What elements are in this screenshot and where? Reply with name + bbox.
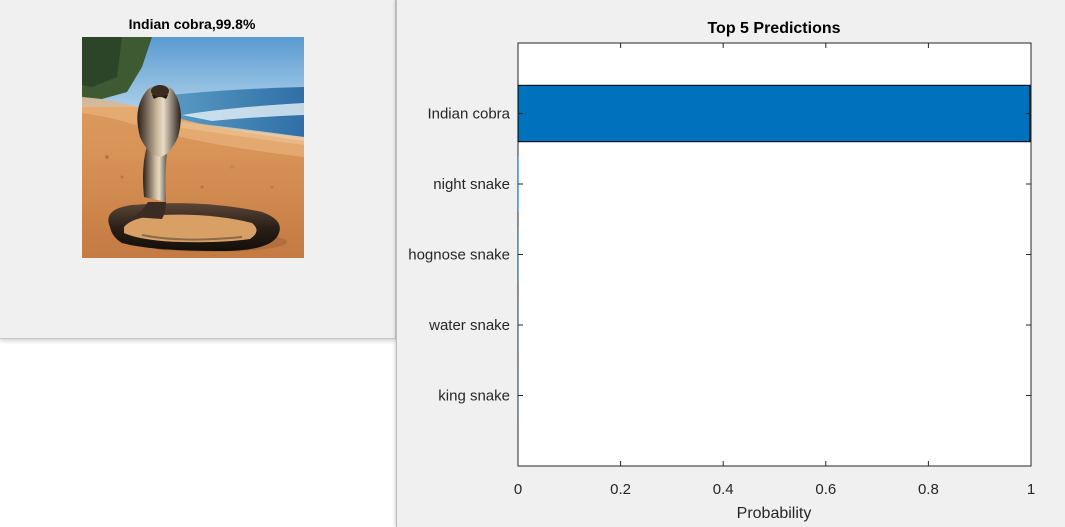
image-figure-window: Indian cobra,99.8% xyxy=(0,0,396,339)
x-tick-label: 0 xyxy=(514,481,522,498)
bar-indian-cobra xyxy=(517,84,1031,143)
x-tick-label: 0.2 xyxy=(610,481,631,498)
y-tick-label: night snake xyxy=(433,176,510,193)
image-title: Indian cobra,99.8% xyxy=(128,16,256,32)
chart-figure-window: Top 5 Predictions Indian cobra night snak… xyxy=(396,0,1065,527)
y-tick-label: hognose snake xyxy=(408,247,510,264)
y-tick-label: water snake xyxy=(428,317,510,334)
x-tick-label: 0.8 xyxy=(918,481,939,498)
x-tick-label: 0.6 xyxy=(815,481,836,498)
y-tick-label: king snake xyxy=(438,388,510,405)
x-axis-label: Probability xyxy=(737,505,812,522)
chart-title: Top 5 Predictions xyxy=(707,20,840,37)
x-tick-label: 1 xyxy=(1027,481,1035,498)
snake-image xyxy=(82,37,304,258)
x-tick-label: 0.4 xyxy=(713,481,734,498)
top-predictions-chart: Top 5 Predictions Indian cobra night snak… xyxy=(408,20,1035,522)
y-tick-label: Indian cobra xyxy=(427,106,510,123)
